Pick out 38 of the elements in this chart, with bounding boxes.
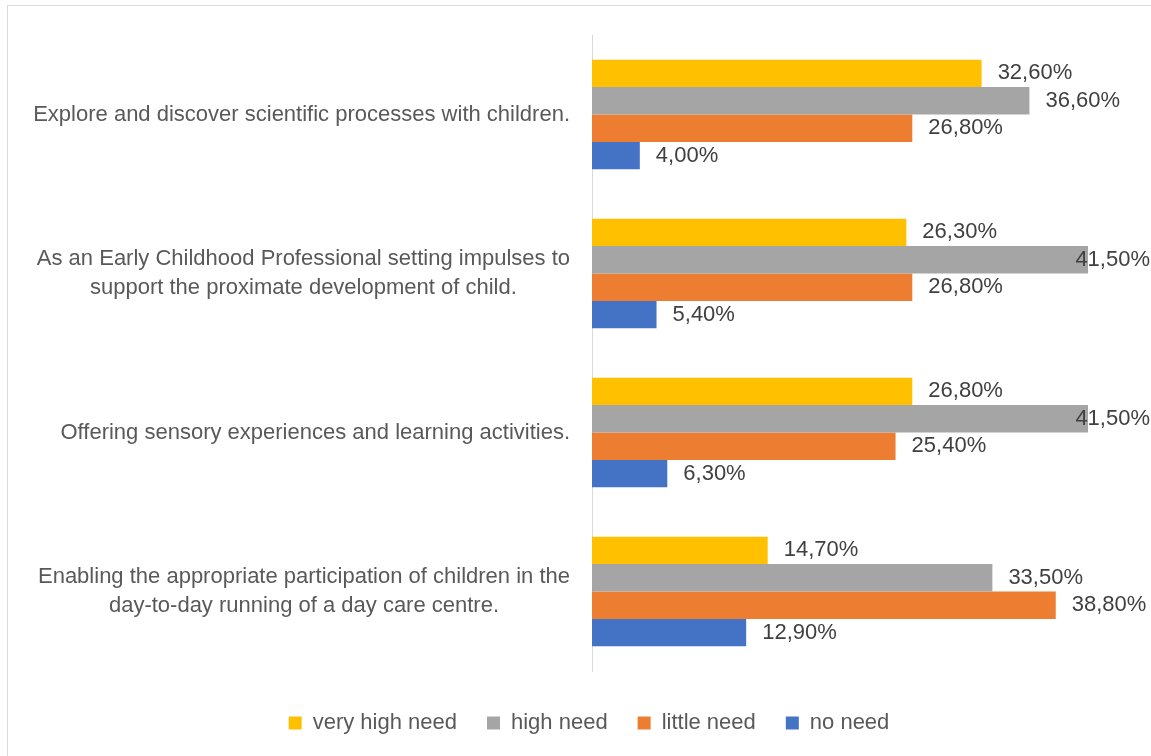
data-label: 41,50% xyxy=(1075,245,1151,271)
bar xyxy=(592,273,913,301)
data-label: 14,70% xyxy=(783,536,859,562)
data-label: 25,40% xyxy=(911,432,987,458)
data-label: 4,00% xyxy=(655,141,719,167)
data-label: 26,80% xyxy=(928,377,1003,403)
bar xyxy=(592,218,907,247)
legend-label: no need xyxy=(809,709,890,735)
bar xyxy=(592,536,768,565)
data-label: 36,60% xyxy=(1045,86,1121,112)
data-label: 12,90% xyxy=(762,618,837,644)
data-label: 5,40% xyxy=(672,300,735,326)
bar xyxy=(592,377,913,406)
bar xyxy=(592,618,747,647)
data-label: 26,30% xyxy=(922,218,997,244)
bar xyxy=(592,564,993,592)
y-tick-label: Offering sensory experiences and learning activities. xyxy=(60,418,571,444)
data-label: 33,50% xyxy=(1008,563,1084,589)
data-label: 26,80% xyxy=(928,273,1003,299)
bar xyxy=(592,141,640,170)
data-label: 6,30% xyxy=(683,459,746,485)
data-label: 38,80% xyxy=(1071,591,1147,617)
data-label: 32,60% xyxy=(997,59,1073,85)
legend-label: very high need xyxy=(312,709,457,735)
y-tick-label: Enabling the appropriate participation of children in the day-to-day running of a day care centre. xyxy=(37,563,571,618)
bar xyxy=(592,59,982,88)
bar xyxy=(592,591,1056,619)
y-tick-label: As an Early Childhood Professional setting impulses to support the proximate development of child. xyxy=(36,245,570,300)
data-label: 26,80% xyxy=(928,114,1003,140)
bar xyxy=(592,87,1030,115)
y-tick-label: Explore and discover scientific processes with children. xyxy=(33,100,571,126)
legend-label: high need xyxy=(510,709,608,735)
bar xyxy=(592,459,668,488)
legend-label: little need xyxy=(661,709,756,735)
bar xyxy=(592,300,657,329)
data-label: 41,50% xyxy=(1075,404,1151,430)
bar xyxy=(592,432,896,460)
bar xyxy=(592,114,913,142)
